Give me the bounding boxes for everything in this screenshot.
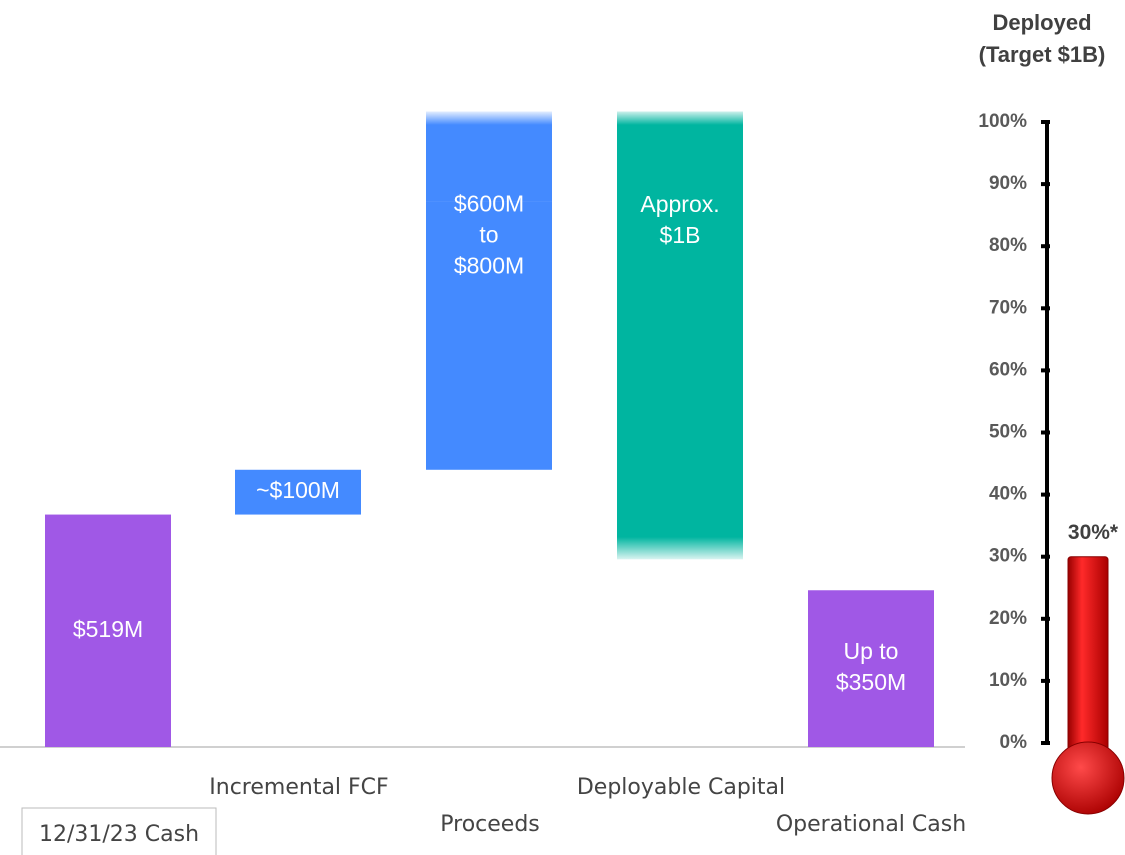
bar-label: $600M [454,191,524,217]
y-tick-label: 20% [989,608,1027,629]
category-label: Operational Cash [776,812,966,837]
y-tick-label: 80% [989,235,1027,256]
y-tick-label: 60% [989,359,1027,380]
category-box [21,807,217,855]
bar-range [426,111,552,202]
category-label: Deployable Capital [577,775,785,800]
gauge-fill [1067,556,1109,771]
category-label: Proceeds [440,812,540,837]
bar [617,111,743,560]
category-label: 12/31/23 Cash [39,822,199,847]
bar-label: $800M [454,253,524,279]
category-label: Incremental FCF [209,775,388,800]
y-tick-label: 40% [989,484,1027,505]
y-tick-label: 0% [1000,732,1028,753]
bar [808,590,934,747]
gauge-title: (Target $1B) [979,42,1106,67]
bar-label: $1B [660,222,701,248]
y-tick-label: 50% [989,422,1027,443]
bar [45,514,171,747]
y-tick-label: 90% [989,173,1027,194]
bar-label: ~$100M [256,477,340,503]
bar-label: to [479,222,498,248]
y-tick-label: 70% [989,297,1027,318]
gauge-bulb [1051,741,1125,815]
bar-label: Up to [844,638,899,664]
bar [426,201,552,470]
bar-label: Approx. [640,191,719,217]
bar-label: $350M [836,669,906,695]
y-tick-label: 100% [978,111,1027,132]
bar-label: $519M [73,616,143,642]
y-tick-label: 30% [989,546,1027,567]
gauge-value-label: 30%* [1068,521,1119,544]
bar [235,469,361,515]
gauge-title: Deployed [992,10,1091,35]
y-tick-label: 10% [989,670,1027,691]
